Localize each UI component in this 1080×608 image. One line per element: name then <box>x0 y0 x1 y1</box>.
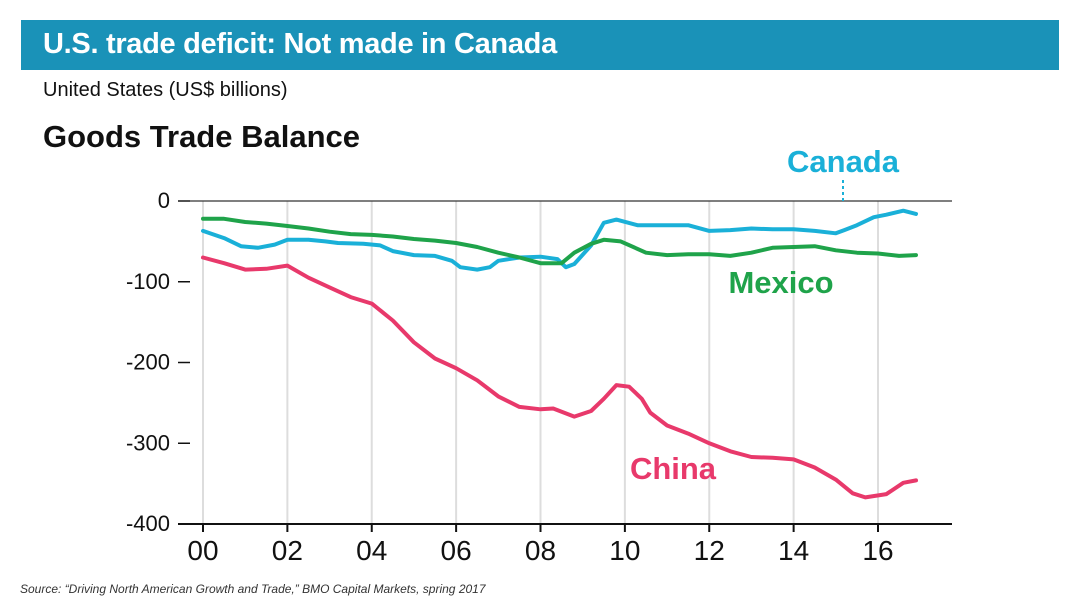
source-note: Source: “Driving North American Growth a… <box>20 582 486 596</box>
x-tick-label: 12 <box>694 535 725 566</box>
y-tick-label: -200 <box>126 350 170 375</box>
x-tick-label: 00 <box>187 535 218 566</box>
y-tick-label: -300 <box>126 430 170 455</box>
series-line-china <box>201 255 918 500</box>
series-line-mexico <box>201 216 918 266</box>
x-tick-label: 08 <box>525 535 556 566</box>
series-label-mexico: Mexico <box>728 265 833 300</box>
banner-title: U.S. trade deficit: Not made in Canada <box>43 28 557 60</box>
series-group <box>201 208 918 500</box>
grid-lines <box>202 201 879 524</box>
series-label-china: China <box>630 451 717 486</box>
series-labels: Canada Mexico China <box>630 144 900 486</box>
axes: 00 02 04 06 08 10 12 14 16 0 -100 -200 -300 -400 <box>126 188 952 566</box>
y-tick-label: -400 <box>126 511 170 536</box>
chart-title: Goods Trade Balance <box>43 119 360 154</box>
y-tick-label: -100 <box>126 269 170 294</box>
x-tick-label: 16 <box>862 535 893 566</box>
series-label-canada: Canada <box>787 144 900 179</box>
x-tick-label: 04 <box>356 535 387 566</box>
y-tick-label: 0 <box>158 188 170 213</box>
title-banner: U.S. trade deficit: Not made in Canada <box>21 20 1059 70</box>
x-tick-label: 10 <box>609 535 640 566</box>
x-tick-label: 02 <box>272 535 303 566</box>
x-tick-label: 14 <box>778 535 809 566</box>
chart-subtitle: United States (US$ billions) <box>43 79 288 101</box>
x-tick-label: 06 <box>441 535 472 566</box>
series-line-canada <box>201 208 918 272</box>
